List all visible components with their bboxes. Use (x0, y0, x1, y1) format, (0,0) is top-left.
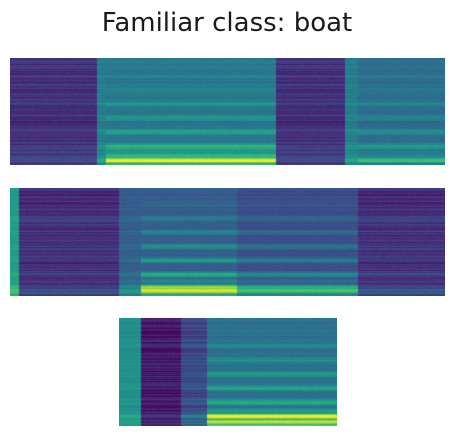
figure-title: Familiar class: boat (0, 6, 454, 40)
spectrogram-1 (10, 58, 445, 165)
spectrogram-3 (119, 318, 337, 426)
spectrogram-2 (10, 188, 445, 296)
